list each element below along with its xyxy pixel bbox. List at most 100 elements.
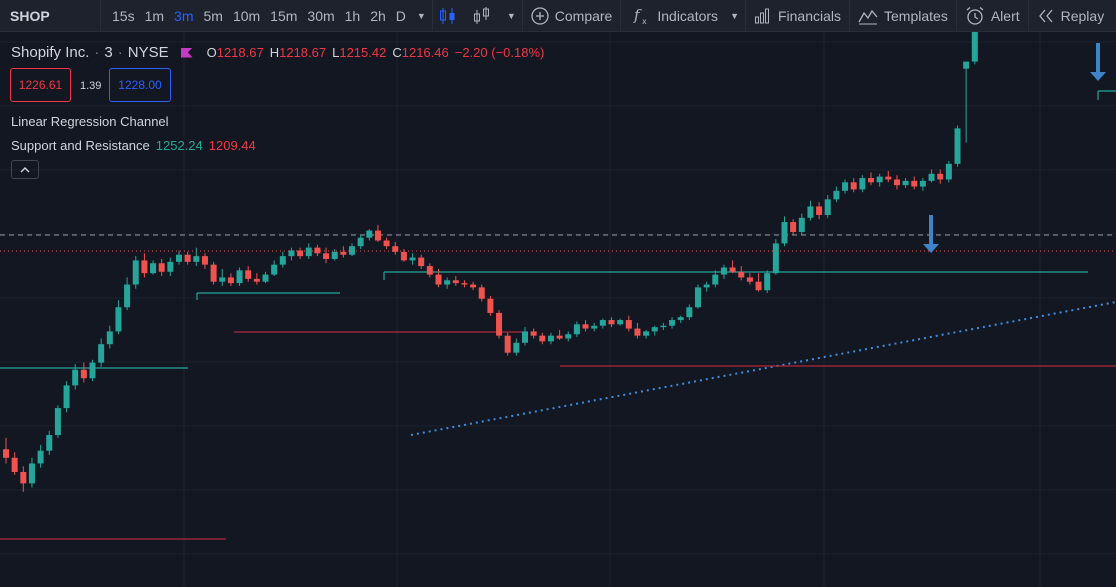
templates-icon (858, 9, 878, 24)
candle (885, 170, 892, 183)
svg-text:x: x (642, 17, 647, 26)
interval-chevron-down-icon[interactable]: ▼ (416, 10, 426, 21)
candle (824, 195, 831, 218)
candle (591, 322, 598, 332)
candle (106, 325, 113, 349)
compare-button[interactable]: Compare (523, 6, 621, 25)
candle (444, 277, 451, 289)
replay-button[interactable]: Replay (1029, 7, 1113, 25)
interval-3m[interactable]: 3m (174, 7, 194, 24)
candle-body (539, 335, 546, 342)
chart-type-button[interactable] (433, 6, 469, 26)
candle (409, 253, 416, 265)
candle (859, 175, 866, 193)
candle-body (582, 324, 589, 329)
candle-body (227, 277, 234, 284)
collapse-legend-button[interactable] (11, 160, 39, 179)
indicator-linear-regression[interactable]: Linear Regression Channel (11, 114, 169, 129)
chart-grid (0, 32, 1116, 587)
candle (374, 224, 381, 242)
candle-body (28, 463, 35, 484)
symbol-legend[interactable]: Shopify Inc. · 3 · NYSE O 1218.67 H 1218.6… (11, 44, 544, 61)
candle-body (772, 243, 779, 274)
candle-body (695, 287, 701, 308)
candle (435, 268, 442, 288)
financials-label: Financials (777, 7, 842, 24)
interval-5m[interactable]: 5m (203, 7, 223, 24)
close-label: C (392, 45, 402, 60)
candle-body (400, 251, 407, 261)
candle (11, 452, 18, 475)
candle-body (323, 253, 330, 259)
candle (98, 338, 105, 367)
candle-body (911, 180, 918, 187)
candle-body (150, 263, 157, 274)
candle (790, 219, 797, 235)
interval-1h[interactable]: 1h (344, 7, 361, 24)
interval-15m[interactable]: 15m (270, 7, 298, 24)
candle (798, 213, 805, 235)
toolbar-divider (100, 0, 101, 31)
candle (781, 216, 788, 247)
open-label: O (206, 45, 217, 60)
sell-button[interactable]: 1226.61 (10, 68, 71, 102)
symbol-search[interactable]: SHOP (10, 7, 50, 24)
candle (582, 320, 589, 332)
candle-body (893, 179, 900, 186)
candle-body (599, 320, 606, 326)
candle-body (418, 257, 425, 267)
rewind-icon (1038, 9, 1053, 22)
interval-2h[interactable]: 2h (370, 7, 386, 24)
candle-body (669, 320, 676, 326)
indicators-chevron-down-icon[interactable]: ▼ (730, 10, 739, 21)
candle (167, 257, 174, 277)
bar-style-button[interactable] (469, 6, 501, 26)
candle (919, 178, 926, 191)
candle-body (963, 61, 970, 69)
toolbar-divider (431, 0, 433, 31)
candle-body (496, 312, 503, 336)
interval-30m[interactable]: 30m (307, 7, 335, 24)
candle-body (824, 199, 831, 215)
close-value: 1216.46 (401, 45, 449, 60)
interval-15s[interactable]: 15s (112, 7, 135, 24)
candle (669, 317, 676, 329)
candle (556, 329, 563, 340)
candle (150, 260, 157, 275)
alert-button[interactable]: Alert (957, 6, 1028, 26)
templates-button[interactable]: Templates (850, 7, 956, 25)
buy-button[interactable]: 1228.00 (109, 68, 171, 102)
chart-type-chevron-down-icon[interactable]: ▼ (506, 10, 516, 21)
interval-1d[interactable]: D (395, 7, 406, 24)
candle (357, 234, 364, 250)
candle (54, 405, 61, 438)
candle-body (798, 217, 805, 232)
regression-line (410, 301, 1116, 436)
candle (20, 466, 27, 492)
candles-icon (439, 7, 455, 24)
candle (141, 253, 148, 278)
candle-body (729, 267, 736, 272)
interval-10m[interactable]: 10m (232, 7, 261, 24)
candle (132, 256, 139, 289)
candle-body (746, 277, 753, 282)
interval-1m[interactable]: 1m (144, 7, 165, 24)
financials-button[interactable]: Financials (746, 7, 849, 25)
candle-body (764, 273, 771, 291)
candle-body (885, 176, 892, 180)
templates-label: Templates (884, 7, 948, 24)
candle (712, 270, 719, 288)
candle (418, 254, 425, 269)
candle-body (530, 331, 537, 336)
candle (124, 277, 131, 311)
arrow-shaft (929, 215, 933, 245)
indicator-support-resistance[interactable]: Support and Resistance 1252.24 1209.44 (11, 138, 256, 153)
toolbar-divider (744, 0, 746, 31)
candle (928, 169, 935, 183)
price-chart[interactable] (0, 32, 1116, 587)
candle (236, 267, 243, 286)
candle-body (426, 266, 433, 275)
candle-body (816, 206, 823, 215)
